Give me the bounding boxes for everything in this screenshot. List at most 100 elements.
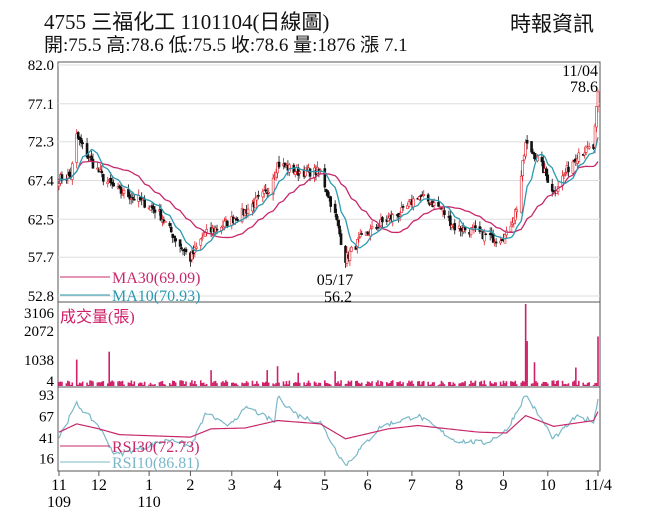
volume-bar [216, 383, 218, 386]
candle-body [369, 228, 372, 237]
candle-body [85, 143, 89, 158]
volume-bar [359, 383, 362, 386]
volume-bar [551, 380, 554, 386]
volume-bar [440, 380, 443, 386]
volume-bar [462, 382, 465, 386]
candle-body [168, 223, 172, 227]
candle-body [432, 202, 436, 206]
candle-body [400, 207, 403, 214]
volume-bar [307, 380, 310, 386]
volume-bar [344, 383, 347, 386]
volume-bar [257, 383, 260, 386]
volume-bar [213, 381, 215, 386]
panel-frame [57, 386, 601, 472]
volume-bar [468, 384, 471, 386]
volume-bar [174, 382, 177, 386]
volume-bar [396, 382, 398, 386]
rsi10-legend: RSI10(86.81) [112, 455, 200, 472]
candle-body [519, 175, 523, 213]
volume-bar [163, 383, 165, 386]
candle-body [338, 225, 341, 235]
candle-body [561, 175, 564, 186]
volume-bar [304, 384, 307, 386]
volume-bar [179, 380, 181, 386]
rsi30-line [58, 411, 599, 440]
volume-bar [524, 304, 527, 386]
volume-bar [504, 383, 506, 386]
volume-bar [451, 384, 453, 386]
volume-bar [349, 382, 351, 386]
volume-bar [575, 367, 577, 386]
candle-body [522, 155, 526, 161]
volume-bar [566, 384, 568, 386]
candle-body [329, 196, 333, 207]
volume-bar [510, 381, 512, 386]
volume-bar [80, 383, 82, 386]
x-tick-year: 109 [47, 494, 71, 511]
volume-bar [412, 383, 415, 386]
x-tick-label: 6 [364, 477, 372, 494]
volume-bar [87, 384, 90, 386]
x-tick-label: 5 [321, 477, 329, 494]
ma30-legend: MA30(69.09) [112, 270, 200, 287]
volume-bar [484, 384, 487, 386]
volume-bar [546, 383, 549, 386]
volume-bar [295, 382, 298, 386]
candle-body [57, 183, 61, 187]
candle-body [326, 190, 330, 197]
volume-bar [357, 382, 360, 386]
candle-body [308, 168, 312, 177]
volume-bar [235, 383, 238, 386]
candle-body [596, 91, 600, 107]
candle-body [441, 208, 445, 212]
volume-bar [232, 382, 235, 386]
candle-body [593, 125, 597, 148]
x-tick-year: 110 [137, 494, 160, 511]
volume-bar [211, 382, 214, 386]
volume-bar [118, 381, 121, 386]
candle-body [264, 189, 268, 192]
x-tick-label: 10 [540, 477, 556, 494]
volume-bar [171, 380, 174, 386]
volume-bar [499, 381, 502, 386]
candle-body [91, 158, 95, 169]
volume-bar [185, 381, 187, 386]
volume-bar [397, 382, 400, 386]
volume-tick-label: 3106 [24, 306, 55, 322]
candle-body [533, 152, 536, 160]
volume-bar [554, 383, 556, 386]
x-tick-label: 3 [228, 477, 236, 494]
candle-body [571, 161, 575, 174]
volume-tick-label: 2072 [24, 324, 54, 340]
volume-bar [471, 382, 474, 386]
volume-tick-label: 1038 [24, 353, 54, 369]
volume-bar [133, 381, 136, 386]
price-tick-label: 67.4 [28, 174, 55, 190]
volume-bar [594, 383, 596, 386]
volume-bar [388, 382, 391, 386]
candle-body [449, 215, 452, 227]
volume-bar [369, 383, 372, 386]
volume-bar [526, 341, 528, 386]
candle-body [406, 205, 409, 209]
candle-body [387, 217, 390, 222]
candle-body [174, 238, 177, 242]
candle-body [355, 239, 359, 249]
candle-body [540, 157, 544, 163]
volume-bar [340, 380, 342, 386]
volume-bar [329, 384, 332, 386]
candle-body [246, 208, 250, 214]
volume-bar [106, 383, 109, 386]
volume-bar [360, 382, 363, 386]
candle-body [567, 166, 570, 173]
candle-body [81, 142, 84, 145]
volume-bar [375, 382, 378, 386]
volume-bar [495, 382, 497, 386]
volume-bar [266, 370, 269, 386]
volume-bar [316, 384, 319, 386]
candle-body [283, 162, 287, 168]
candle-body [106, 181, 110, 184]
candle-body [277, 161, 281, 168]
candle-body [271, 177, 275, 195]
candle-body [587, 146, 591, 149]
